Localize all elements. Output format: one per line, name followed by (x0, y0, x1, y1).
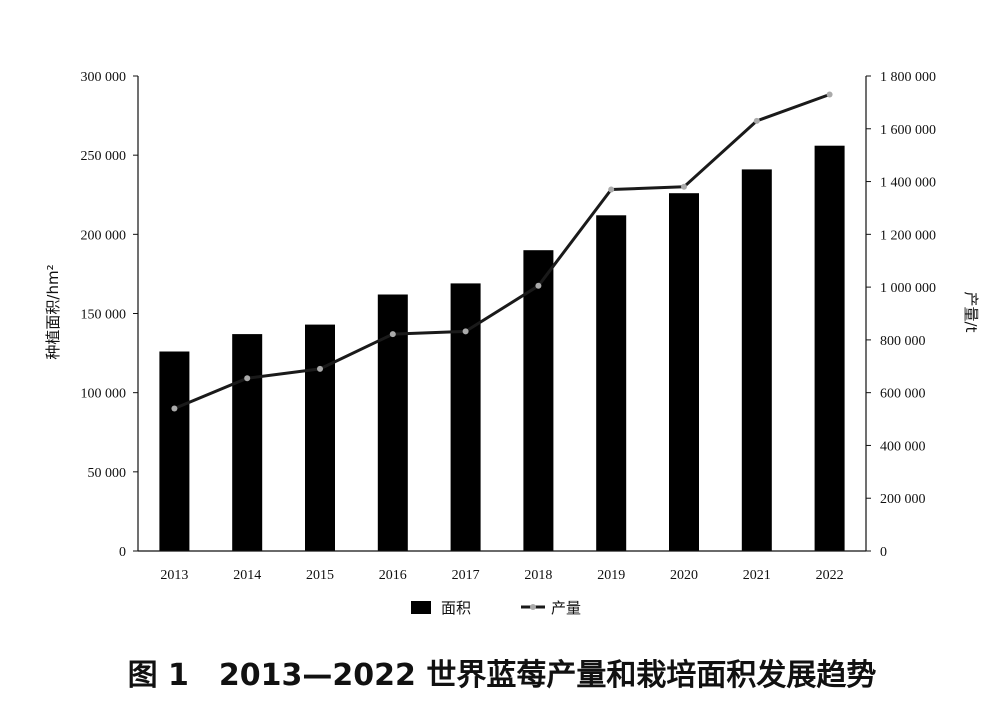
x-tick-label: 2022 (816, 568, 844, 583)
left-tick-label: 200 000 (81, 228, 127, 243)
point-2020 (681, 183, 687, 190)
x-tick-label: 2015 (306, 568, 334, 583)
bar-2021 (741, 169, 772, 551)
bar-2013 (159, 351, 190, 551)
production-line (173, 93, 831, 410)
point-2017 (462, 328, 469, 335)
left-tick-label: 0 (119, 545, 126, 560)
point-2014 (244, 375, 251, 382)
bar-2019 (596, 215, 627, 552)
legend: 面积 产量 (411, 599, 581, 617)
left-tick-label: 150 000 (81, 308, 127, 323)
line-series-production (171, 91, 833, 412)
legend-label-production: 产量 (551, 599, 581, 617)
x-tick-label: 2016 (379, 568, 407, 583)
bar-2018 (523, 250, 554, 551)
x-tick-label: 2021 (743, 568, 771, 583)
right-axis-title: 产量/t (962, 292, 980, 333)
x-tick-label: 2020 (670, 568, 698, 583)
left-axis-ticks: 0 50 000 100 000 150 000 200 000 250 000 300 0… (81, 70, 138, 560)
point-2019 (608, 186, 615, 193)
bar-2014 (232, 334, 263, 551)
figure-caption: 图 1 2013—2022 世界蓝莓产量和栽培面积发展趋势 (127, 658, 877, 693)
right-tick-label: 800 000 (880, 334, 926, 349)
x-tick-label: 2017 (452, 568, 480, 583)
x-tick-label: 2018 (524, 568, 552, 583)
x-tick-label: 2014 (233, 568, 261, 583)
x-tick-label: 2019 (597, 568, 625, 583)
right-tick-label: 1 000 000 (880, 281, 936, 296)
left-tick-label: 50 000 (88, 466, 127, 481)
point-2021 (753, 117, 760, 124)
bar-2022 (814, 145, 845, 551)
bar-2015 (305, 324, 335, 551)
left-tick-label: 300 000 (81, 70, 127, 85)
point-2015 (317, 365, 323, 372)
right-tick-label: 0 (880, 545, 887, 560)
legend-marker-production (530, 604, 536, 610)
left-axis-title: 种植面积/hm² (44, 264, 62, 359)
point-2022 (826, 91, 833, 98)
right-tick-label: 1 800 000 (880, 70, 936, 85)
bar-2020 (669, 193, 699, 551)
point-2016 (389, 331, 396, 338)
chart: 0 50 000 100 000 150 000 200 000 250 000 300 0… (44, 70, 980, 617)
legend-label-area: 面积 (441, 599, 471, 617)
right-tick-label: 1 200 000 (880, 228, 936, 243)
right-tick-label: 400 000 (880, 439, 926, 454)
right-tick-label: 1 400 000 (880, 176, 936, 191)
right-tick-label: 600 000 (880, 387, 926, 402)
left-tick-label: 250 000 (81, 149, 127, 164)
x-axis-ticks: 2013 2014 2015 2016 2017 2018 2019 2020 2021 2022 (160, 568, 843, 583)
bar-2017 (450, 283, 481, 551)
legend-swatch-area (411, 601, 431, 614)
x-tick-label: 2013 (160, 568, 188, 583)
left-tick-label: 100 000 (81, 387, 127, 402)
point-2013 (171, 405, 178, 412)
right-tick-label: 200 000 (880, 492, 926, 507)
right-axis-ticks: 0 200 000 400 000 600 000 800 000 1 000 000 1 … (866, 70, 936, 560)
point-2018 (535, 282, 542, 289)
bar-series-area (159, 145, 845, 552)
right-tick-label: 1 600 000 (880, 123, 936, 138)
